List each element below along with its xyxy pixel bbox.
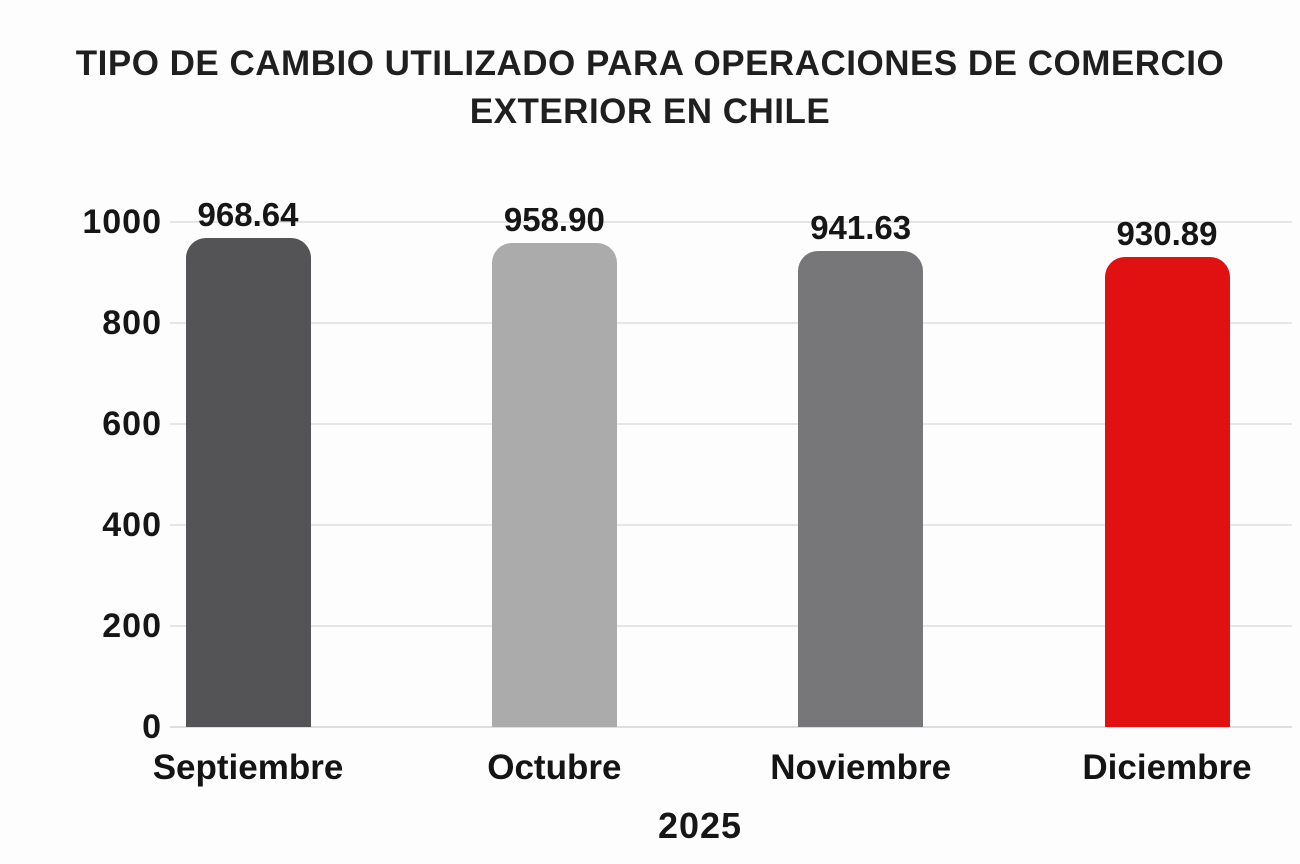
gridline-y-800 (170, 322, 1292, 324)
gridline-y-1000 (170, 221, 1292, 223)
bar-diciembre (1104, 257, 1230, 727)
gridline-y-400 (170, 524, 1292, 526)
y-tick-label-600: 600 (102, 405, 162, 443)
x-tick-label-septiembre: Septiembre (152, 748, 344, 787)
value-label-septiembre: 968.64 (197, 196, 299, 233)
y-tick-label-200: 200 (102, 607, 162, 645)
gridline-y-600 (170, 423, 1292, 425)
value-label-octubre: 958.90 (503, 201, 605, 238)
value-label-diciembre: 930.89 (1116, 215, 1218, 252)
y-tick-label-800: 800 (102, 304, 162, 342)
bar-noviembre (798, 251, 924, 727)
gridline-y-0 (170, 726, 1292, 728)
y-tick-label-0: 0 (142, 708, 162, 746)
x-tick-label-diciembre: Diciembre (1082, 748, 1252, 787)
value-label-noviembre: 941.63 (810, 209, 912, 246)
gridline-y-200 (170, 625, 1292, 627)
bar-septiembre (185, 238, 311, 727)
x-tick-label-octubre: Octubre (487, 748, 622, 787)
x-axis-title: 2025 (657, 805, 743, 846)
x-tick-label-noviembre: Noviembre (770, 748, 952, 787)
y-tick-label-1000: 1000 (82, 203, 162, 241)
bar-octubre (491, 243, 617, 727)
chart-title: TIPO DE CAMBIO UTILIZADO PARA OPERACIONE… (75, 44, 1225, 131)
y-tick-label-400: 400 (102, 506, 162, 544)
